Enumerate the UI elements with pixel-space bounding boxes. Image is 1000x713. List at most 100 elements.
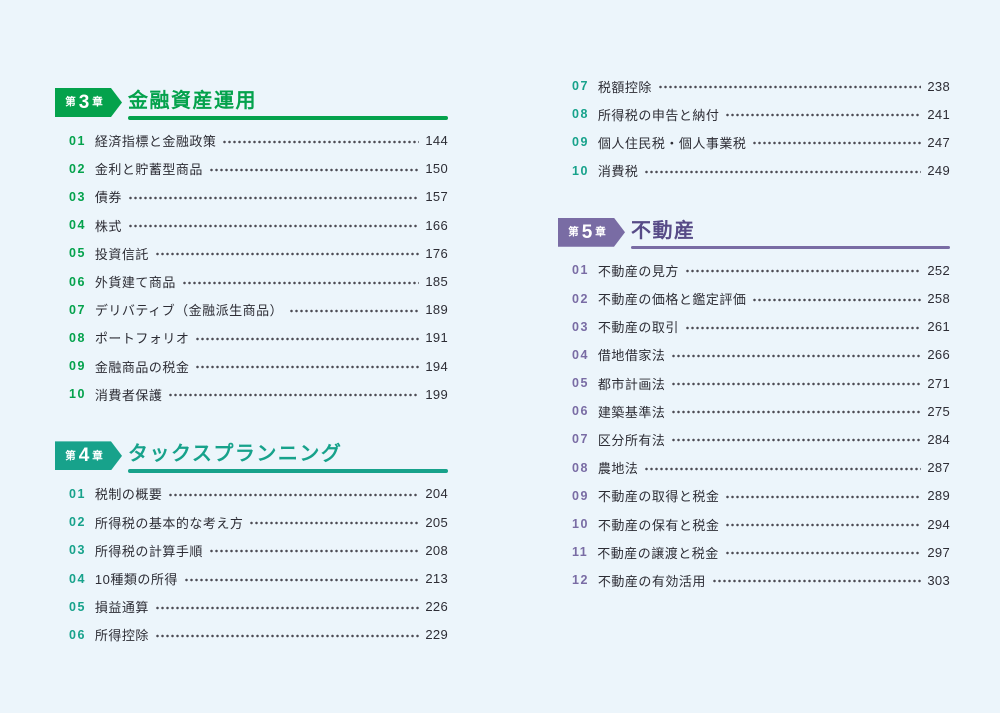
chapter-title-wrap: 金融資産運用 xyxy=(128,88,448,120)
toc-entry-leader-dots xyxy=(169,486,419,501)
chapter-title-wrap: 不動産 xyxy=(631,218,950,250)
toc-entry-leader-dots xyxy=(685,263,921,278)
toc-entry-label: 不動産の見方 xyxy=(597,263,679,279)
toc-entry-page-number: 199 xyxy=(425,386,448,402)
toc-entry-page-number: 275 xyxy=(927,403,950,419)
toc-entry-label: 都市計画法 xyxy=(597,376,666,392)
toc-entry-number: 02 xyxy=(69,161,86,176)
toc-entry-leader-dots xyxy=(645,163,921,178)
toc-entry-number: 06 xyxy=(572,404,589,419)
toc-entry-page-number: 247 xyxy=(927,134,950,150)
toc-entry-page-number: 226 xyxy=(425,599,448,615)
toc-column-right: 07 税額控除 238 08 所得税の申告と納付 241 09 個人住民税・個人事業税 247 1… xyxy=(558,72,950,595)
toc-entry-leader-dots xyxy=(753,135,921,150)
toc-entry-leader-dots xyxy=(672,347,921,362)
toc-entry-number: 04 xyxy=(572,347,589,362)
toc-entry-number: 03 xyxy=(572,319,589,334)
chapter-badge-suffix: 章 xyxy=(92,96,103,109)
toc-entry-page-number: 297 xyxy=(927,544,950,560)
toc-entry: 01 経済指標と金融政策 144 xyxy=(55,127,448,155)
toc-entry-label: デリバティブ（金融派生商品） xyxy=(94,303,284,319)
toc-entry-leader-dots xyxy=(685,319,921,334)
toc-entry-number: 10 xyxy=(572,517,589,532)
toc-entry: 02 金利と貯蓄型商品 150 xyxy=(55,155,448,183)
toc-entry-leader-dots xyxy=(169,387,419,402)
toc-entry-label: 金融商品の税金 xyxy=(94,359,190,375)
toc-entry-leader-dots xyxy=(128,189,419,204)
toc-entry-leader-dots xyxy=(184,571,419,586)
toc-entry-number: 11 xyxy=(572,545,589,560)
toc-entry-page-number: 189 xyxy=(425,302,448,318)
toc-entry: 08 農地法 287 xyxy=(558,454,950,482)
toc-entry: 06 建築基準法 275 xyxy=(558,397,950,425)
toc-entry-page-number: 271 xyxy=(927,375,950,391)
toc-entry-page-number: 205 xyxy=(425,514,448,530)
toc-entry-page-number: 213 xyxy=(425,571,448,587)
toc-entry-page-number: 241 xyxy=(927,106,950,122)
toc-entry-leader-dots xyxy=(128,218,419,233)
toc-entry-page-number: 261 xyxy=(927,319,950,335)
chapter-title: 金融資産運用 xyxy=(128,90,257,112)
toc-entry-label: 所得控除 xyxy=(94,628,149,644)
toc-entry-number: 06 xyxy=(69,627,86,642)
toc-entry-page-number: 229 xyxy=(425,627,448,643)
toc-entry-label: 個人住民税・個人事業税 xyxy=(597,135,747,151)
toc-entry-number: 09 xyxy=(69,359,86,374)
toc-entry-number: 10 xyxy=(572,163,589,178)
toc-entry-page-number: 294 xyxy=(927,516,950,532)
chapter-3-header: 第 3 章金融資産運用 xyxy=(55,88,448,120)
chapter-badge-prefix: 第 xyxy=(65,449,76,462)
toc-entry: 05 投資信託 176 xyxy=(55,239,448,267)
toc-entry-label: 不動産の取引 xyxy=(597,320,679,336)
toc-entry-label: 外貨建て商品 xyxy=(94,275,176,291)
toc-entry-number: 06 xyxy=(69,274,86,289)
toc-entry-leader-dots xyxy=(155,627,419,642)
toc-entry-label: 借地借家法 xyxy=(597,348,666,364)
toc-entry-number: 08 xyxy=(572,107,589,122)
toc-entry: 10 消費税 249 xyxy=(558,157,950,185)
toc-entry-number: 07 xyxy=(572,79,589,94)
toc-entry-leader-dots xyxy=(726,488,921,503)
chapter-underline xyxy=(128,469,448,473)
toc-entry-page-number: 252 xyxy=(927,262,950,278)
toc-entry-leader-dots xyxy=(196,359,419,374)
toc-entry-label: 不動産の保有と税金 xyxy=(597,517,720,533)
toc-entry-label: 消費税 xyxy=(597,164,639,180)
toc-entry: 08 ポートフォリオ 191 xyxy=(55,324,448,352)
toc-entry: 04 株式 166 xyxy=(55,211,448,239)
toc-entry-number: 02 xyxy=(69,515,86,530)
toc-entry-number: 05 xyxy=(69,246,86,261)
chapter-underline xyxy=(631,245,950,250)
toc-entry-label: 債券 xyxy=(94,190,122,206)
chapter-5-header: 第 5 章不動産 xyxy=(558,218,950,250)
toc-entry-page-number: 191 xyxy=(425,330,448,346)
toc-entry: 12 不動産の有効活用 303 xyxy=(558,566,950,594)
toc-entry-label: 税額控除 xyxy=(597,79,652,95)
toc-entry: 01 税制の概要 204 xyxy=(55,480,448,508)
toc-entry-number: 08 xyxy=(69,330,86,345)
toc-entry-number: 01 xyxy=(69,133,86,148)
toc-entry-page-number: 166 xyxy=(425,217,448,233)
toc-entry-leader-dots xyxy=(725,545,921,560)
toc-entry-number: 10 xyxy=(69,387,86,402)
toc-entry: 09 個人住民税・個人事業税 247 xyxy=(558,128,950,156)
toc-entry-label: 金利と貯蓄型商品 xyxy=(94,162,203,178)
toc-entry: 08 所得税の申告と納付 241 xyxy=(558,100,950,128)
toc-entry: 10 不動産の保有と税金 294 xyxy=(558,510,950,538)
toc-entry-page-number: 176 xyxy=(425,245,448,261)
toc-entry-number: 09 xyxy=(572,135,589,150)
toc-entry-leader-dots xyxy=(196,330,419,345)
toc-entry-number: 01 xyxy=(69,486,86,501)
toc-entry: 03 不動産の取引 261 xyxy=(558,313,950,341)
toc-entry-page-number: 284 xyxy=(927,431,950,447)
toc-entry: 07 デリバティブ（金融派生商品） 189 xyxy=(55,296,448,324)
toc-column-left: 第 3 章金融資産運用 01 経済指標と金融政策 144 02 金利と貯蓄型商品 150 03 債券… xyxy=(55,88,448,649)
toc-entry-leader-dots xyxy=(672,376,921,391)
toc-entry-label: 区分所有法 xyxy=(597,432,666,448)
toc-entry-number: 09 xyxy=(572,488,589,503)
toc-entry-number: 07 xyxy=(572,432,589,447)
toc-list: 01 税制の概要 204 02 所得税の基本的な考え方 205 03 所得税の計算手順 208 0… xyxy=(55,480,448,649)
toc-entry-label: 損益通算 xyxy=(94,600,149,616)
